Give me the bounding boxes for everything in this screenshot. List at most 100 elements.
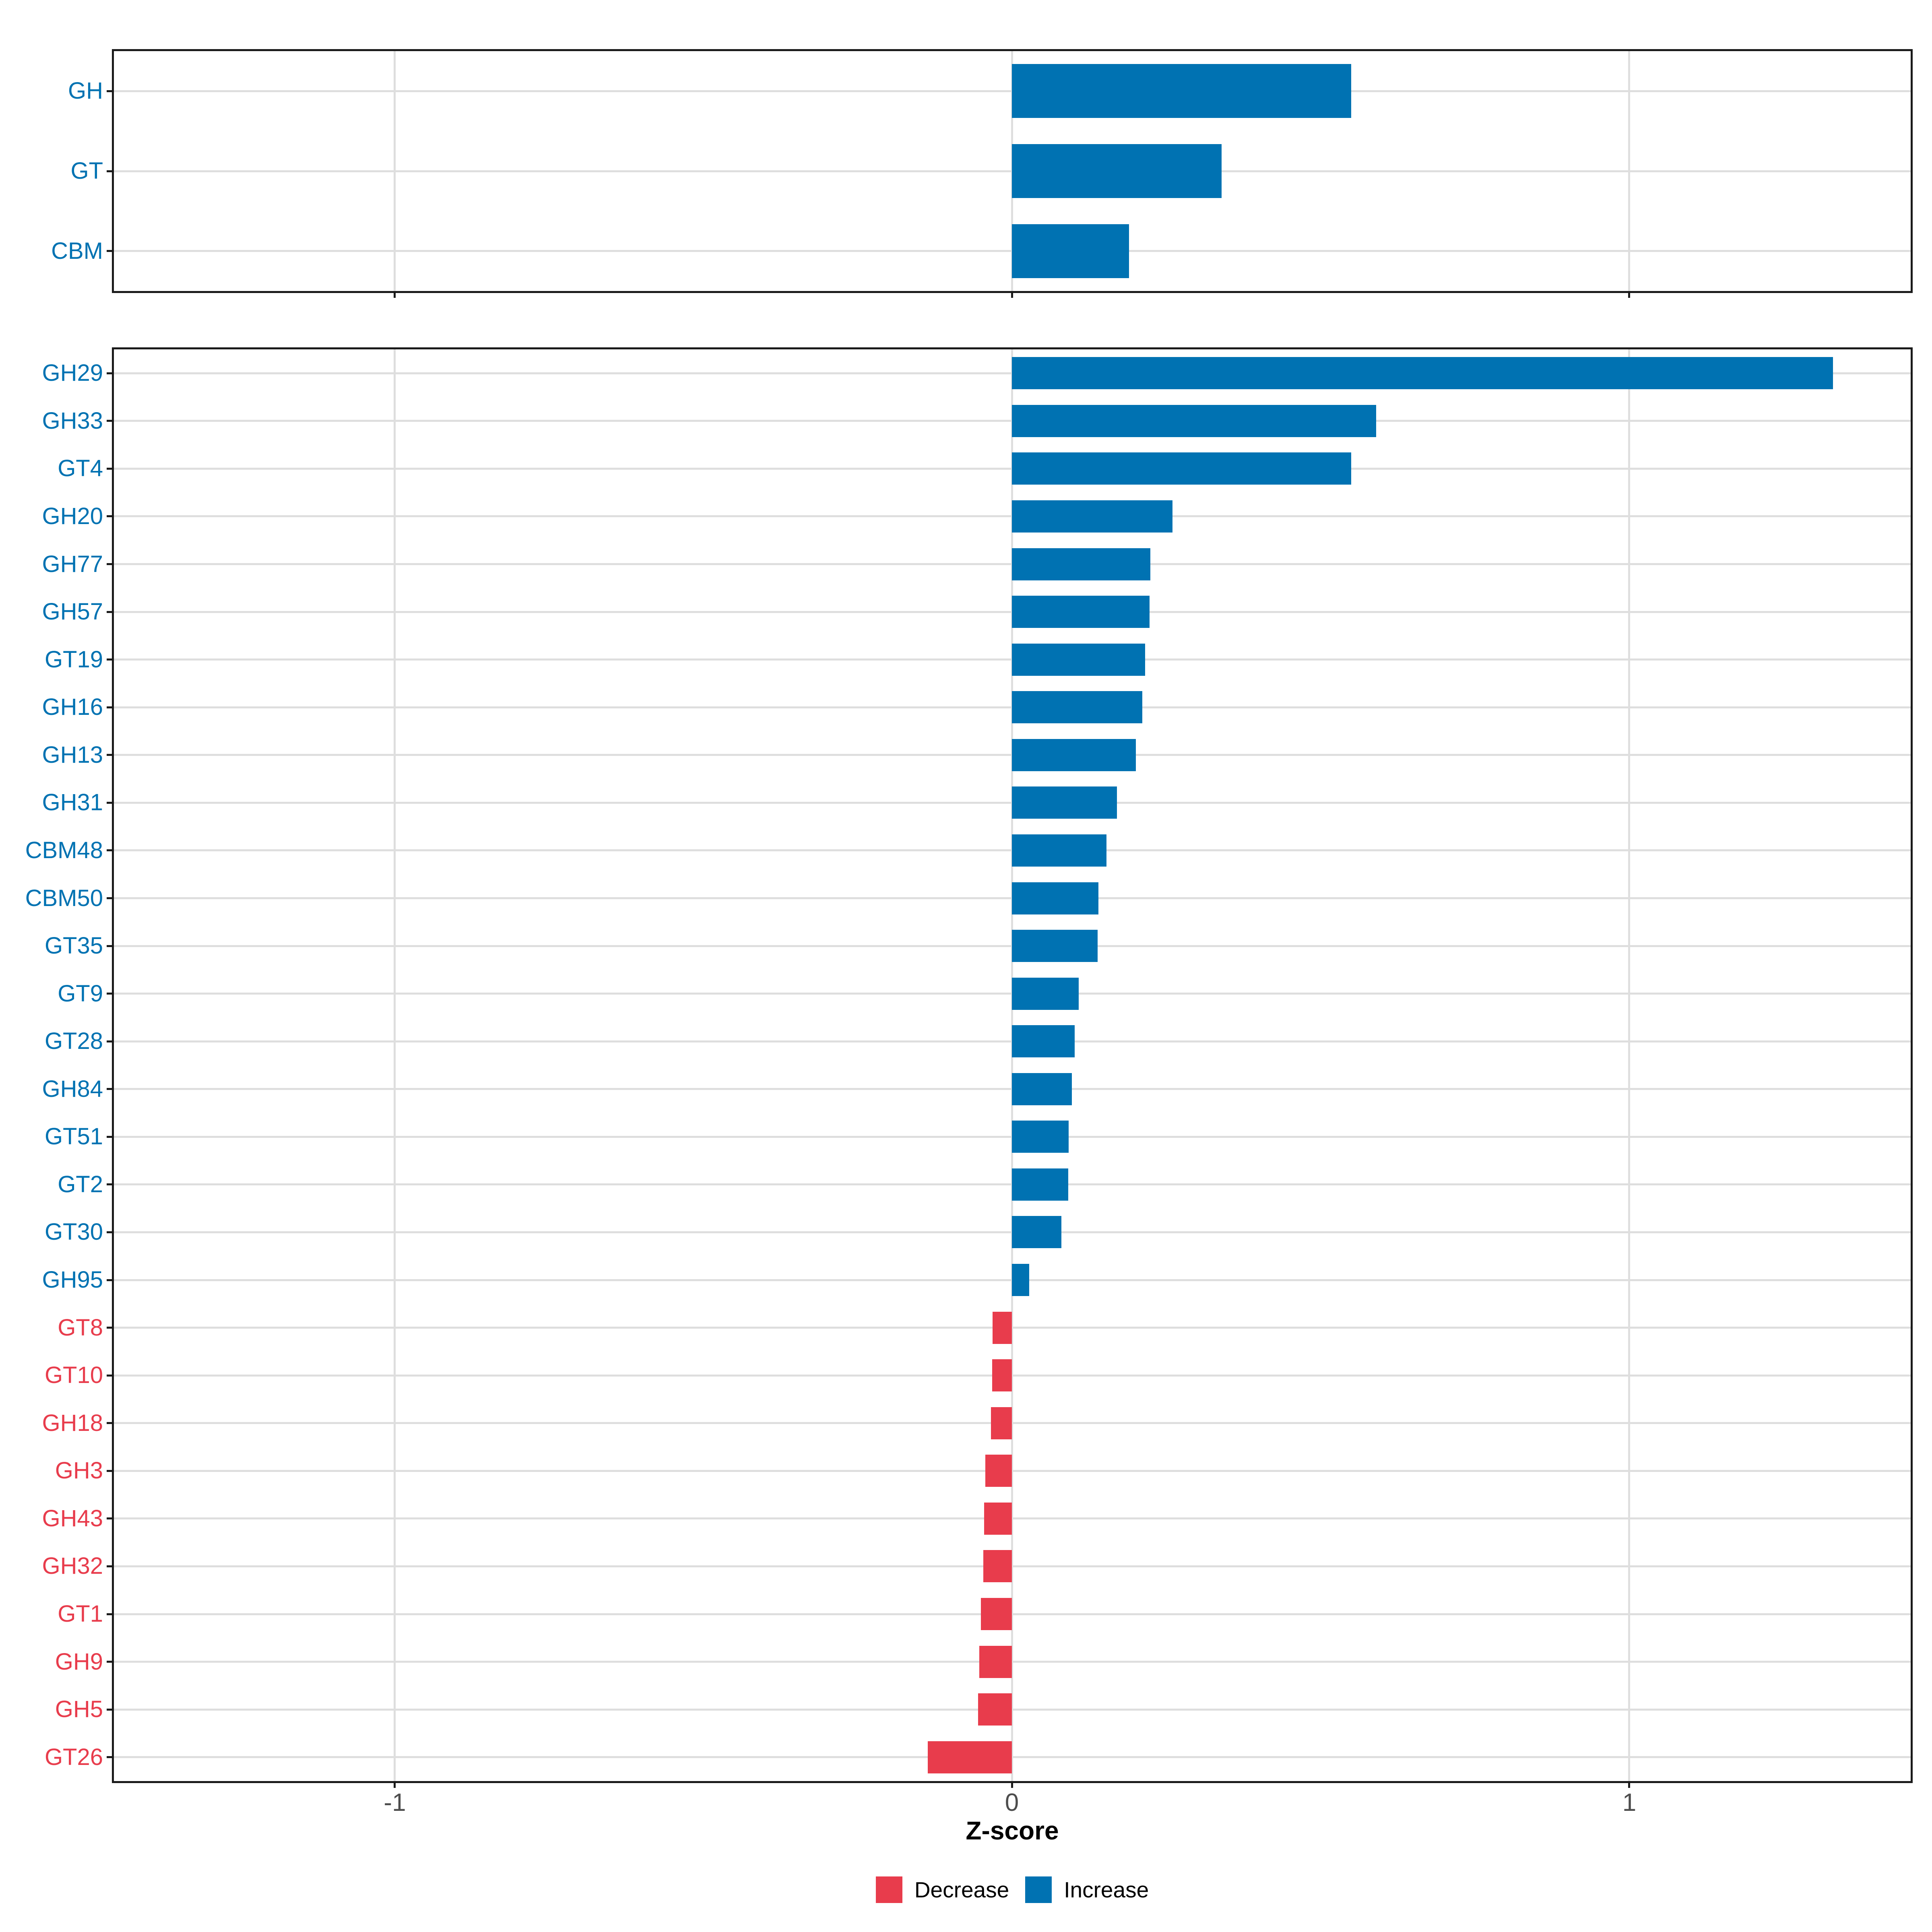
legend-label-increase: Increase [1064, 1877, 1149, 1902]
ylabel-GT26: GT26 [44, 1744, 103, 1770]
gridline-x-0 [1011, 349, 1013, 1781]
xtick-panelA--1 [394, 293, 396, 298]
ytick-GH20 [107, 515, 112, 517]
ytick-GH95 [107, 1279, 112, 1281]
legend-swatch-increase-icon [1025, 1876, 1052, 1903]
ylabel-CBM48: CBM48 [25, 837, 103, 863]
bar-GH3 [985, 1455, 1012, 1487]
legend-swatch-decrease-icon [875, 1876, 902, 1903]
ytick-GT26 [107, 1756, 112, 1758]
bar-GH29 [1012, 357, 1833, 389]
ylabel-GH43: GH43 [42, 1505, 103, 1532]
xtick-panelA-0 [1011, 293, 1013, 298]
bar-GT28 [1012, 1025, 1075, 1057]
ytick-GT30 [107, 1231, 112, 1233]
ylabel-GH13: GH13 [42, 742, 103, 768]
xtick-panelB--1 [394, 1783, 396, 1788]
legend: Decrease Increase [112, 1876, 1913, 1903]
bar-GH18 [991, 1407, 1012, 1439]
xtick-label--1: -1 [384, 1789, 406, 1816]
ylabel-GT: GT [70, 158, 103, 184]
bar-GH13 [1012, 739, 1136, 771]
ylabel-GH77: GH77 [42, 551, 103, 577]
ytick-GH [107, 90, 112, 92]
ytick-GT10 [107, 1375, 112, 1377]
ytick-GT28 [107, 1040, 112, 1042]
bar-GT35 [1012, 930, 1098, 962]
ytick-GH32 [107, 1565, 112, 1567]
ytick-GH33 [107, 420, 112, 422]
bar-GH57 [1012, 596, 1150, 628]
ylabel-GT35: GT35 [44, 933, 103, 959]
ylabel-GT9: GT9 [58, 980, 103, 1007]
ylabel-GT2: GT2 [58, 1171, 103, 1197]
bar-GT9 [1012, 978, 1079, 1010]
bar-GT19 [1012, 644, 1145, 676]
ytick-GH77 [107, 563, 112, 565]
ylabel-GH9: GH9 [55, 1649, 103, 1675]
ylabel-GT1: GT1 [58, 1601, 103, 1627]
bar-GT1 [981, 1598, 1012, 1630]
ytick-GT19 [107, 658, 112, 661]
bar-GH16 [1012, 691, 1142, 723]
ylabel-GH57: GH57 [42, 599, 103, 625]
ylabel-GT8: GT8 [58, 1315, 103, 1341]
ylabel-GT19: GT19 [44, 646, 103, 673]
gridline-x--1 [394, 51, 396, 291]
gridline-x--1 [394, 349, 396, 1781]
ylabel-GH20: GH20 [42, 503, 103, 529]
bar-GT30 [1012, 1216, 1061, 1248]
ytick-GH31 [107, 802, 112, 804]
ytick-GT35 [107, 945, 112, 947]
xtick-label-1: 1 [1622, 1789, 1637, 1816]
ytick-CBM50 [107, 897, 112, 899]
xtick-panelB-0 [1011, 1783, 1013, 1788]
bar-GT2 [1012, 1168, 1068, 1201]
ytick-GT2 [107, 1183, 112, 1185]
bar-GH20 [1012, 500, 1172, 533]
x-axis-title: Z-score [966, 1816, 1059, 1845]
ylabel-GH33: GH33 [42, 408, 103, 434]
ylabel-GH95: GH95 [42, 1267, 103, 1293]
ytick-GH84 [107, 1088, 112, 1090]
ylabel-GT28: GT28 [44, 1028, 103, 1054]
bar-GH95 [1012, 1264, 1029, 1296]
bar-GH [1012, 64, 1351, 118]
ytick-GH29 [107, 372, 112, 374]
bar-GT4 [1012, 452, 1351, 485]
bar-GT10 [992, 1359, 1012, 1391]
ylabel-GH32: GH32 [42, 1553, 103, 1579]
bar-CBM48 [1012, 834, 1106, 867]
bar-GH33 [1012, 405, 1376, 437]
ylabel-GH16: GH16 [42, 694, 103, 720]
bar-GT26 [928, 1741, 1012, 1773]
bar-CBM50 [1012, 882, 1098, 914]
ylabel-GH5: GH5 [55, 1696, 103, 1722]
ytick-GT8 [107, 1327, 112, 1329]
panel-cazyme-classes [112, 49, 1913, 293]
ytick-GT51 [107, 1136, 112, 1138]
ylabel-CBM50: CBM50 [25, 885, 103, 911]
bar-GH84 [1012, 1073, 1072, 1105]
bar-GH43 [984, 1503, 1012, 1535]
ylabel-GT51: GT51 [44, 1123, 103, 1150]
ytick-GT [107, 170, 112, 172]
ytick-GH57 [107, 611, 112, 613]
panel-cazyme-families [112, 347, 1913, 1783]
bar-GT8 [993, 1312, 1012, 1344]
bar-GH9 [979, 1646, 1012, 1678]
bar-GH32 [983, 1550, 1012, 1582]
ylabel-GH3: GH3 [55, 1457, 103, 1484]
ytick-CBM [107, 250, 112, 252]
gridline-x-1 [1628, 51, 1630, 291]
ylabel-CBM: CBM [51, 238, 103, 264]
bar-GT [1012, 144, 1222, 198]
ytick-GH13 [107, 754, 112, 756]
ytick-GH3 [107, 1470, 112, 1472]
ylabel-GT4: GT4 [58, 455, 103, 481]
bar-GH77 [1012, 548, 1150, 580]
ylabel-GH31: GH31 [42, 789, 103, 815]
ytick-GH9 [107, 1661, 112, 1663]
ylabel-GH: GH [68, 78, 103, 104]
